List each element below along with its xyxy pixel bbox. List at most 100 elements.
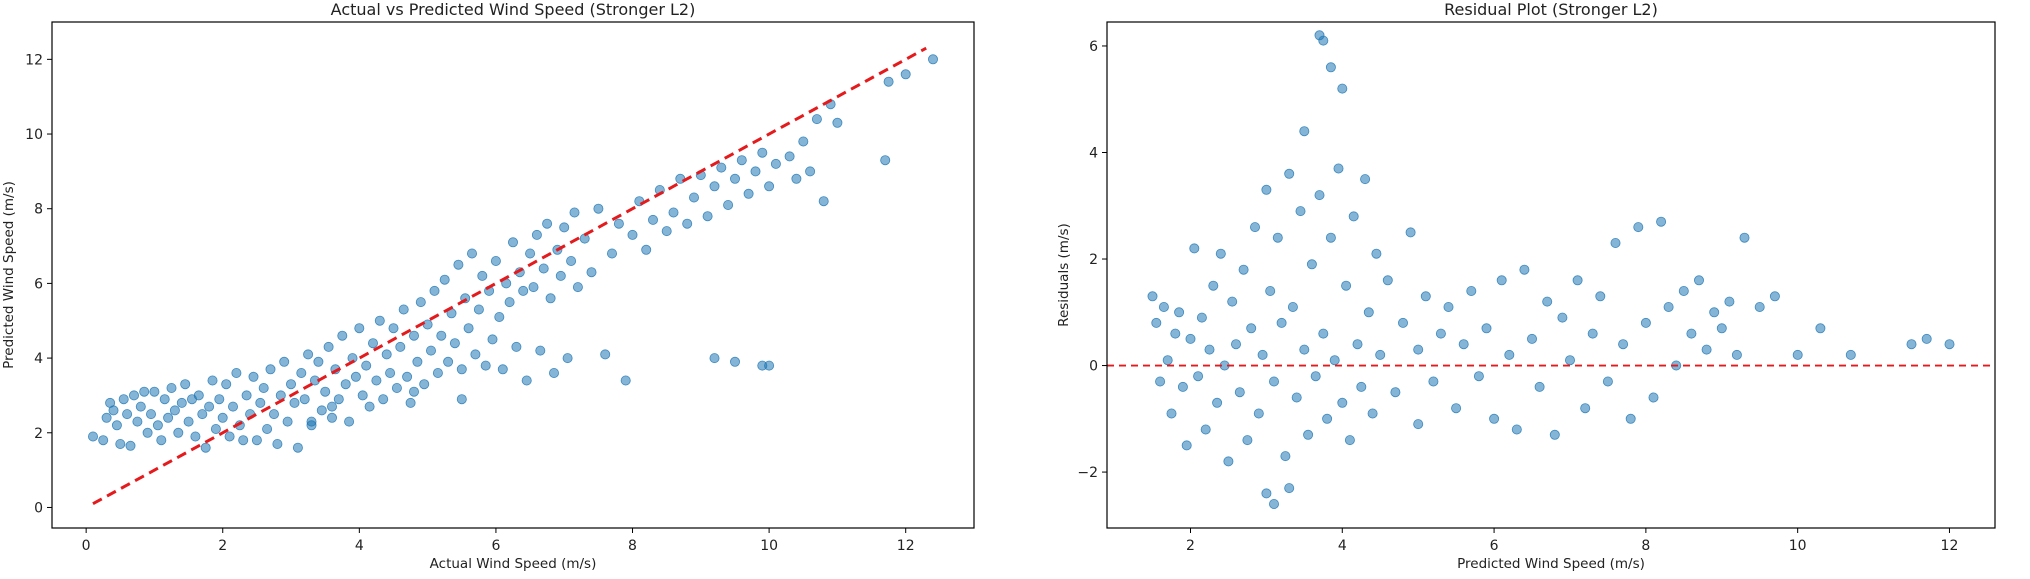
data-point xyxy=(371,375,382,386)
x-axis-label: Actual Wind Speed (m/s) xyxy=(430,556,597,572)
data-point xyxy=(378,394,389,405)
x-tick-label: 10 xyxy=(1789,538,1807,554)
data-point xyxy=(1193,371,1204,382)
data-point xyxy=(436,330,447,341)
data-point xyxy=(1371,248,1382,259)
data-point xyxy=(344,416,355,427)
data-point xyxy=(1724,296,1735,307)
data-point xyxy=(381,349,392,360)
data-point xyxy=(1443,301,1454,312)
data-point xyxy=(1341,280,1352,291)
data-point xyxy=(531,229,542,240)
data-point xyxy=(1303,429,1314,440)
data-point xyxy=(398,304,409,315)
data-point xyxy=(337,330,348,341)
data-point xyxy=(1215,248,1226,259)
data-point xyxy=(497,364,508,375)
data-point xyxy=(494,311,505,322)
data-point xyxy=(1921,333,1932,344)
data-point xyxy=(169,405,180,416)
data-point xyxy=(111,420,122,431)
data-point xyxy=(408,330,419,341)
y-tick-label: 2 xyxy=(34,426,43,442)
data-point xyxy=(480,360,491,371)
data-point xyxy=(1306,259,1317,270)
data-point xyxy=(388,323,399,334)
data-point xyxy=(538,263,549,274)
y-axis-label: Residuals (m/s) xyxy=(1056,223,1072,327)
data-point xyxy=(743,188,754,199)
data-point xyxy=(255,397,266,408)
x-axis-label: Predicted Wind Speed (m/s) xyxy=(1457,556,1645,572)
data-point xyxy=(1318,35,1329,46)
data-point xyxy=(1731,349,1742,360)
data-point xyxy=(900,69,911,80)
data-point xyxy=(200,442,211,453)
data-point xyxy=(562,353,573,364)
y-axis-label: Predicted Wind Speed (m/s) xyxy=(1,181,17,369)
data-point xyxy=(282,416,293,427)
data-point xyxy=(1185,333,1196,344)
data-point xyxy=(1610,237,1621,248)
data-point xyxy=(1344,435,1355,446)
points-group xyxy=(1147,30,1955,509)
data-point xyxy=(1253,408,1264,419)
data-point xyxy=(1815,323,1826,334)
data-point xyxy=(1177,381,1188,392)
points-group xyxy=(88,54,939,453)
data-point xyxy=(1269,498,1280,509)
data-point xyxy=(456,394,467,405)
x-tick-label: 8 xyxy=(1641,538,1650,554)
data-point xyxy=(88,431,99,442)
data-point xyxy=(1754,301,1765,312)
data-point xyxy=(535,345,546,356)
data-point xyxy=(316,405,327,416)
data-point xyxy=(251,435,262,446)
data-point xyxy=(784,151,795,162)
x-tick-label: 10 xyxy=(760,538,778,554)
data-point xyxy=(600,349,611,360)
data-point xyxy=(1716,323,1727,334)
data-point xyxy=(456,364,467,375)
data-point xyxy=(1261,184,1272,195)
data-point xyxy=(1269,376,1280,387)
data-point xyxy=(1299,344,1310,355)
x-tick-label: 6 xyxy=(1490,538,1499,554)
data-point xyxy=(139,386,150,397)
data-point xyxy=(159,394,170,405)
data-point xyxy=(627,229,638,240)
data-point xyxy=(1845,349,1856,360)
data-point xyxy=(572,282,583,293)
data-point xyxy=(395,341,406,352)
data-point xyxy=(607,248,618,259)
x-tick-label: 12 xyxy=(1941,538,1959,554)
data-point xyxy=(566,255,577,266)
data-point xyxy=(429,285,440,296)
data-point xyxy=(190,431,201,442)
data-point xyxy=(156,435,167,446)
data-point xyxy=(709,181,720,192)
x-tick-label: 0 xyxy=(82,538,91,554)
data-point xyxy=(1231,339,1242,350)
data-point xyxy=(1314,190,1325,201)
data-point xyxy=(1420,291,1431,302)
data-point xyxy=(1155,376,1166,387)
data-point xyxy=(1325,62,1336,73)
data-point xyxy=(132,416,143,427)
data-point xyxy=(1944,339,1955,350)
y-tick-label: −2 xyxy=(1077,465,1098,481)
data-point xyxy=(1158,301,1169,312)
data-point xyxy=(326,412,337,423)
y-tick-label: 6 xyxy=(1089,39,1098,55)
data-point xyxy=(1333,163,1344,174)
y-tick-label: 10 xyxy=(25,127,43,143)
data-point xyxy=(415,297,426,308)
data-point xyxy=(1272,232,1283,243)
data-point xyxy=(306,416,317,427)
data-point xyxy=(135,401,146,412)
data-point xyxy=(764,181,775,192)
data-point xyxy=(1257,349,1268,360)
data-point xyxy=(1640,317,1651,328)
data-point xyxy=(1511,424,1522,435)
data-point xyxy=(1709,307,1720,318)
